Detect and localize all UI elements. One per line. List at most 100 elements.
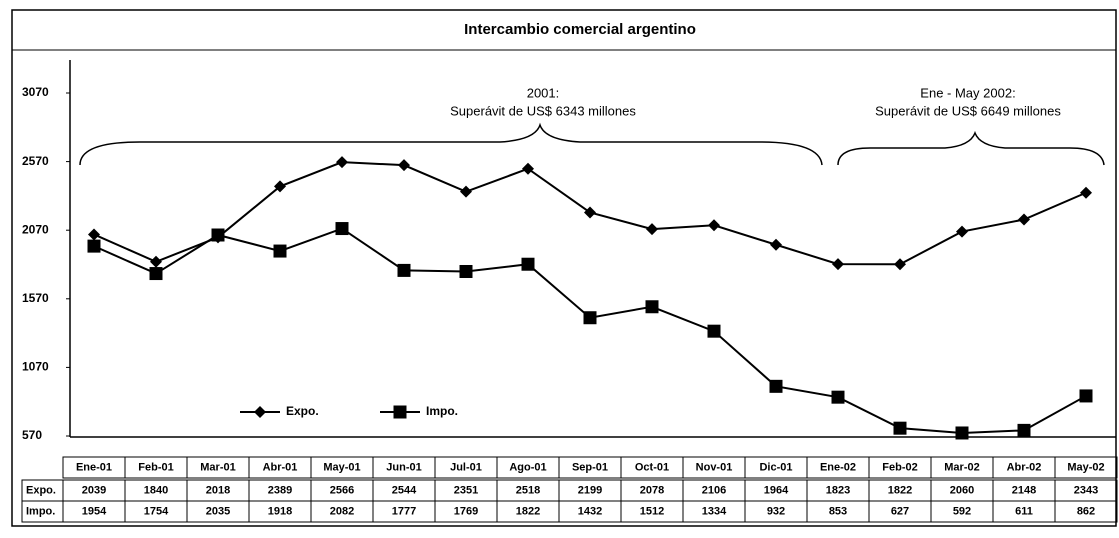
diamond-marker [150,255,162,268]
diamond-marker [88,228,100,241]
table-header: Jul-01 [450,461,482,473]
legend-label: Impo. [426,404,458,418]
table-cell: 2039 [82,484,106,496]
y-tick-label: 1570 [22,291,49,305]
diamond-marker [646,223,658,236]
table-cell: 1822 [888,484,912,496]
table-cell: 2544 [392,484,417,496]
table-cell: 2351 [454,484,478,496]
square-marker [273,244,287,258]
table-header: Ene-01 [76,461,112,473]
square-marker [645,300,659,314]
table-cell: 2035 [206,505,230,517]
table-cell: 1823 [826,484,850,496]
chart-title: Intercambio comercial argentino [464,21,696,38]
diamond-marker [956,225,968,238]
square-marker [1079,389,1093,403]
table-cell: 1840 [144,484,168,496]
diamond-marker [894,258,906,271]
table-header: Abr-01 [263,461,298,473]
table-header: May-01 [323,461,360,473]
square-marker [335,222,349,236]
annotation: 2001: [527,85,560,100]
diamond-marker [336,156,348,169]
y-tick-label: 570 [22,428,42,442]
table-header: Ene-02 [820,461,856,473]
square-marker [769,379,783,393]
table-cell: 1954 [82,505,107,517]
diamond-marker [1018,213,1030,226]
table-header: May-02 [1067,461,1104,473]
square-marker [211,228,225,242]
table-cell: 592 [953,505,971,517]
table-header-frame [62,456,1118,479]
diamond-marker [1080,186,1092,199]
table-cell: 2389 [268,484,292,496]
table-header: Jun-01 [386,461,421,473]
y-tick-label: 3070 [22,85,49,99]
square-marker [893,421,907,435]
table-cell: 1754 [144,505,169,517]
table-header: Sep-01 [572,461,608,473]
table-cell: 853 [829,505,847,517]
table-cell: 2148 [1012,484,1036,496]
diamond-marker [398,159,410,172]
table-row-label: Impo. [26,505,55,517]
y-tick-label: 2070 [22,222,49,236]
square-marker [149,267,163,281]
table-cell: 2518 [516,484,540,496]
table-cell: 1777 [392,505,416,517]
annotation: Superávit de US$ 6649 millones [875,103,1061,118]
table-header: Oct-01 [635,461,669,473]
table-header: Mar-01 [200,461,235,473]
annotation: Ene - May 2002: [920,85,1015,100]
diamond-marker [584,206,596,219]
square-marker [393,405,407,419]
table-header: Mar-02 [944,461,979,473]
table-cell: 1512 [640,505,664,517]
table-cell: 2199 [578,484,602,496]
brace [837,130,1105,166]
table-cell: 1964 [764,484,789,496]
square-marker [1017,423,1031,437]
table-cell: 627 [891,505,909,517]
square-marker [707,324,721,338]
legend-label: Expo. [286,404,319,418]
table-cell: 2060 [950,484,974,496]
table-cell: 2082 [330,505,354,517]
table-header: Feb-01 [138,461,173,473]
diamond-marker [832,258,844,271]
square-marker [87,239,101,253]
table-header: Dic-01 [759,461,792,473]
brace [79,122,823,166]
diamond-marker [254,406,266,418]
table-cell: 1918 [268,505,292,517]
table-cell: 1334 [702,505,727,517]
square-marker [583,311,597,325]
table-cell: 2343 [1074,484,1098,496]
table-cell: 1822 [516,505,540,517]
y-tick-label: 2570 [22,154,49,168]
table-header: Abr-02 [1007,461,1042,473]
diamond-marker [708,219,720,232]
diamond-marker [460,185,472,198]
table-header: Nov-01 [696,461,733,473]
y-tick-label: 1070 [22,360,49,374]
diamond-marker [770,238,782,251]
table-cell: 2106 [702,484,726,496]
table-header: Feb-02 [882,461,917,473]
square-marker [397,263,411,277]
table-row-label: Expo. [26,484,56,496]
diamond-marker [274,180,286,193]
table-cell: 932 [767,505,785,517]
diamond-marker [522,162,534,175]
table-cell: 1432 [578,505,602,517]
square-marker [955,426,969,440]
series-line [93,227,1087,434]
square-marker [521,257,535,271]
square-marker [459,264,473,278]
table-cell: 2078 [640,484,664,496]
table-cell: 2018 [206,484,230,496]
table-cell: 611 [1015,505,1033,517]
table-header: Ago-01 [509,461,546,473]
